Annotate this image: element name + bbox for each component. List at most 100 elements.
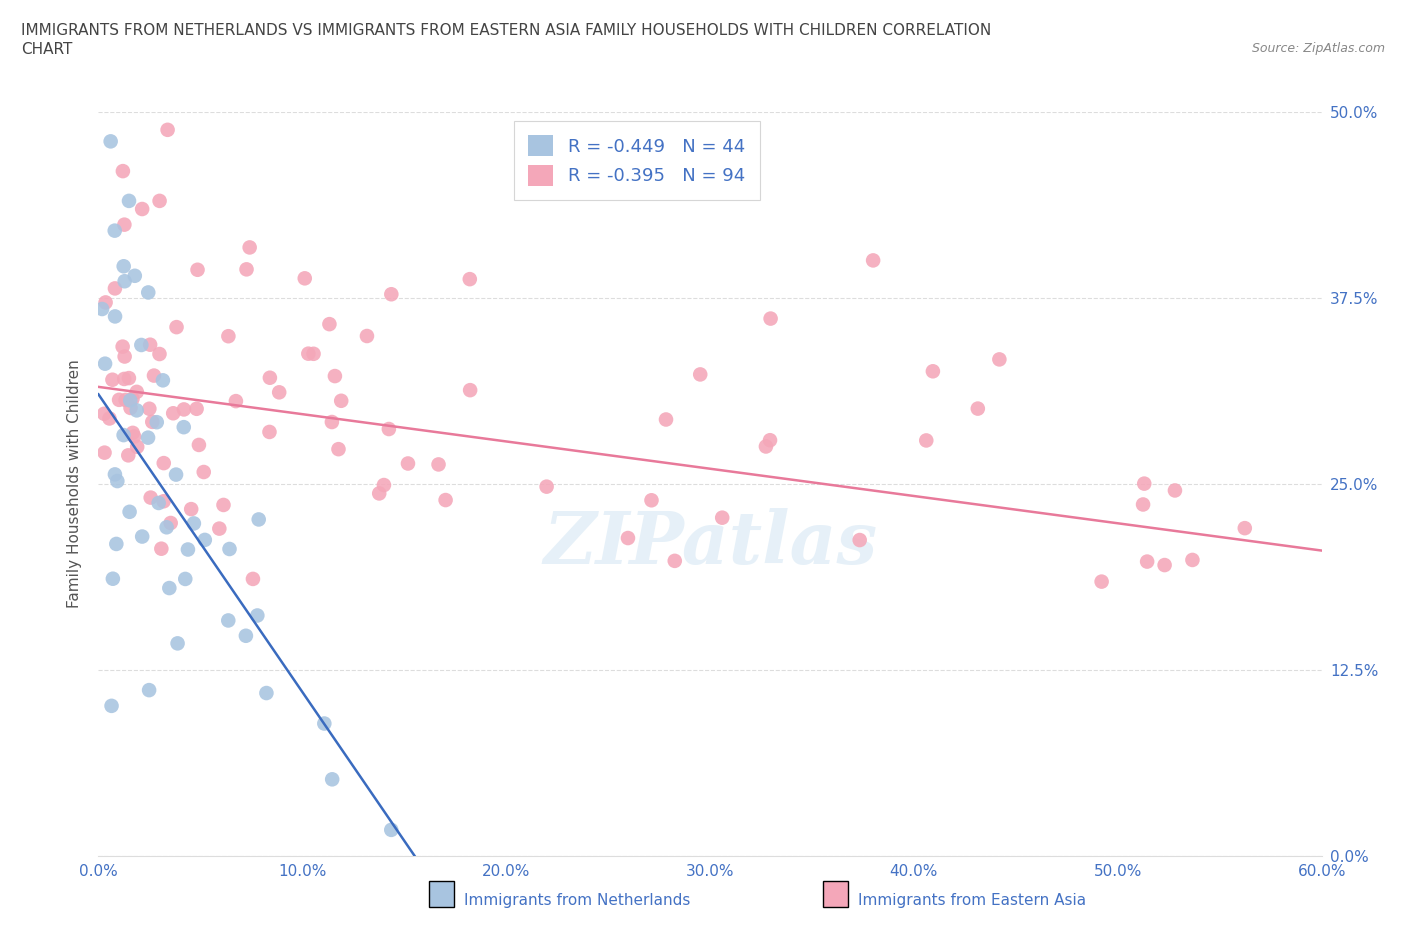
Point (434, 493, 457, 508)
Point (111, 339, 134, 354)
Point (173, 402, 195, 417)
Point (225, 393, 247, 408)
Point (98, 411, 121, 426)
Point (94, 356, 117, 371)
Point (114, 392, 136, 407)
Point (848, 533, 870, 548)
Point (186, 262, 208, 277)
Point (328, 442, 350, 457)
Point (112, 218, 135, 232)
Point (380, 286, 402, 301)
Point (100, 698, 122, 713)
Point (988, 352, 1011, 366)
Point (121, 392, 143, 406)
Point (617, 531, 640, 546)
Point (187, 437, 209, 452)
Point (1233, 521, 1256, 536)
Text: Immigrants from Netherlands: Immigrants from Netherlands (464, 893, 690, 908)
Point (165, 467, 187, 482)
Point (131, 202, 153, 217)
Point (177, 542, 200, 557)
Point (118, 504, 141, 519)
Point (1132, 497, 1154, 512)
Point (104, 281, 127, 296)
Point (121, 425, 143, 440)
Point (138, 402, 160, 417)
Point (93, 406, 115, 421)
Point (247, 512, 270, 527)
Point (314, 716, 336, 731)
Point (124, 269, 146, 284)
Point (458, 272, 481, 286)
Point (373, 478, 395, 493)
Point (458, 383, 481, 398)
Point (104, 309, 127, 324)
Point (259, 370, 281, 385)
Point (157, 580, 180, 595)
Point (862, 253, 884, 268)
Point (136, 431, 159, 445)
Point (148, 347, 170, 362)
Point (149, 193, 172, 208)
Point (242, 571, 264, 586)
Point (148, 496, 170, 511)
Point (330, 393, 353, 408)
Point (323, 368, 346, 383)
Point (114, 273, 136, 288)
Point (246, 608, 269, 623)
Point (1164, 483, 1187, 498)
Point (162, 405, 184, 420)
Point (922, 364, 945, 379)
Point (259, 424, 281, 439)
Point (108, 392, 131, 407)
Point (100, 134, 122, 149)
Point (118, 193, 141, 208)
Point (145, 415, 167, 430)
Point (536, 479, 558, 494)
Point (174, 572, 197, 587)
Point (269, 385, 291, 400)
Point (111, 164, 134, 179)
Point (711, 511, 734, 525)
Point (112, 428, 135, 443)
Point (915, 433, 938, 448)
Point (131, 338, 153, 352)
Point (235, 629, 257, 644)
Point (180, 501, 202, 516)
Point (138, 683, 160, 698)
Point (125, 403, 148, 418)
Text: Immigrants from Eastern Asia: Immigrants from Eastern Asia (858, 893, 1085, 908)
Point (112, 259, 135, 273)
Point (118, 371, 141, 386)
Point (755, 439, 778, 454)
Point (93, 445, 115, 460)
Point (427, 457, 450, 472)
Point (1181, 552, 1204, 567)
Point (141, 415, 163, 430)
Point (105, 473, 128, 488)
Point (212, 498, 235, 512)
Point (689, 367, 711, 382)
Point (136, 285, 159, 299)
Point (127, 439, 149, 454)
Point (1153, 558, 1175, 573)
Point (966, 401, 988, 416)
Point (139, 490, 162, 505)
Point (378, 421, 401, 436)
Point (101, 372, 124, 387)
Point (321, 772, 343, 787)
Point (254, 685, 277, 700)
Point (193, 465, 215, 480)
Point (1136, 554, 1159, 569)
Point (114, 349, 136, 364)
Point (112, 371, 135, 386)
Point (640, 493, 662, 508)
Point (321, 415, 343, 430)
Point (94, 295, 117, 310)
Point (120, 401, 142, 416)
Point (166, 320, 188, 335)
Text: Source: ZipAtlas.com: Source: ZipAtlas.com (1251, 42, 1385, 55)
Point (101, 571, 124, 586)
Point (105, 537, 128, 551)
Point (1133, 476, 1156, 491)
